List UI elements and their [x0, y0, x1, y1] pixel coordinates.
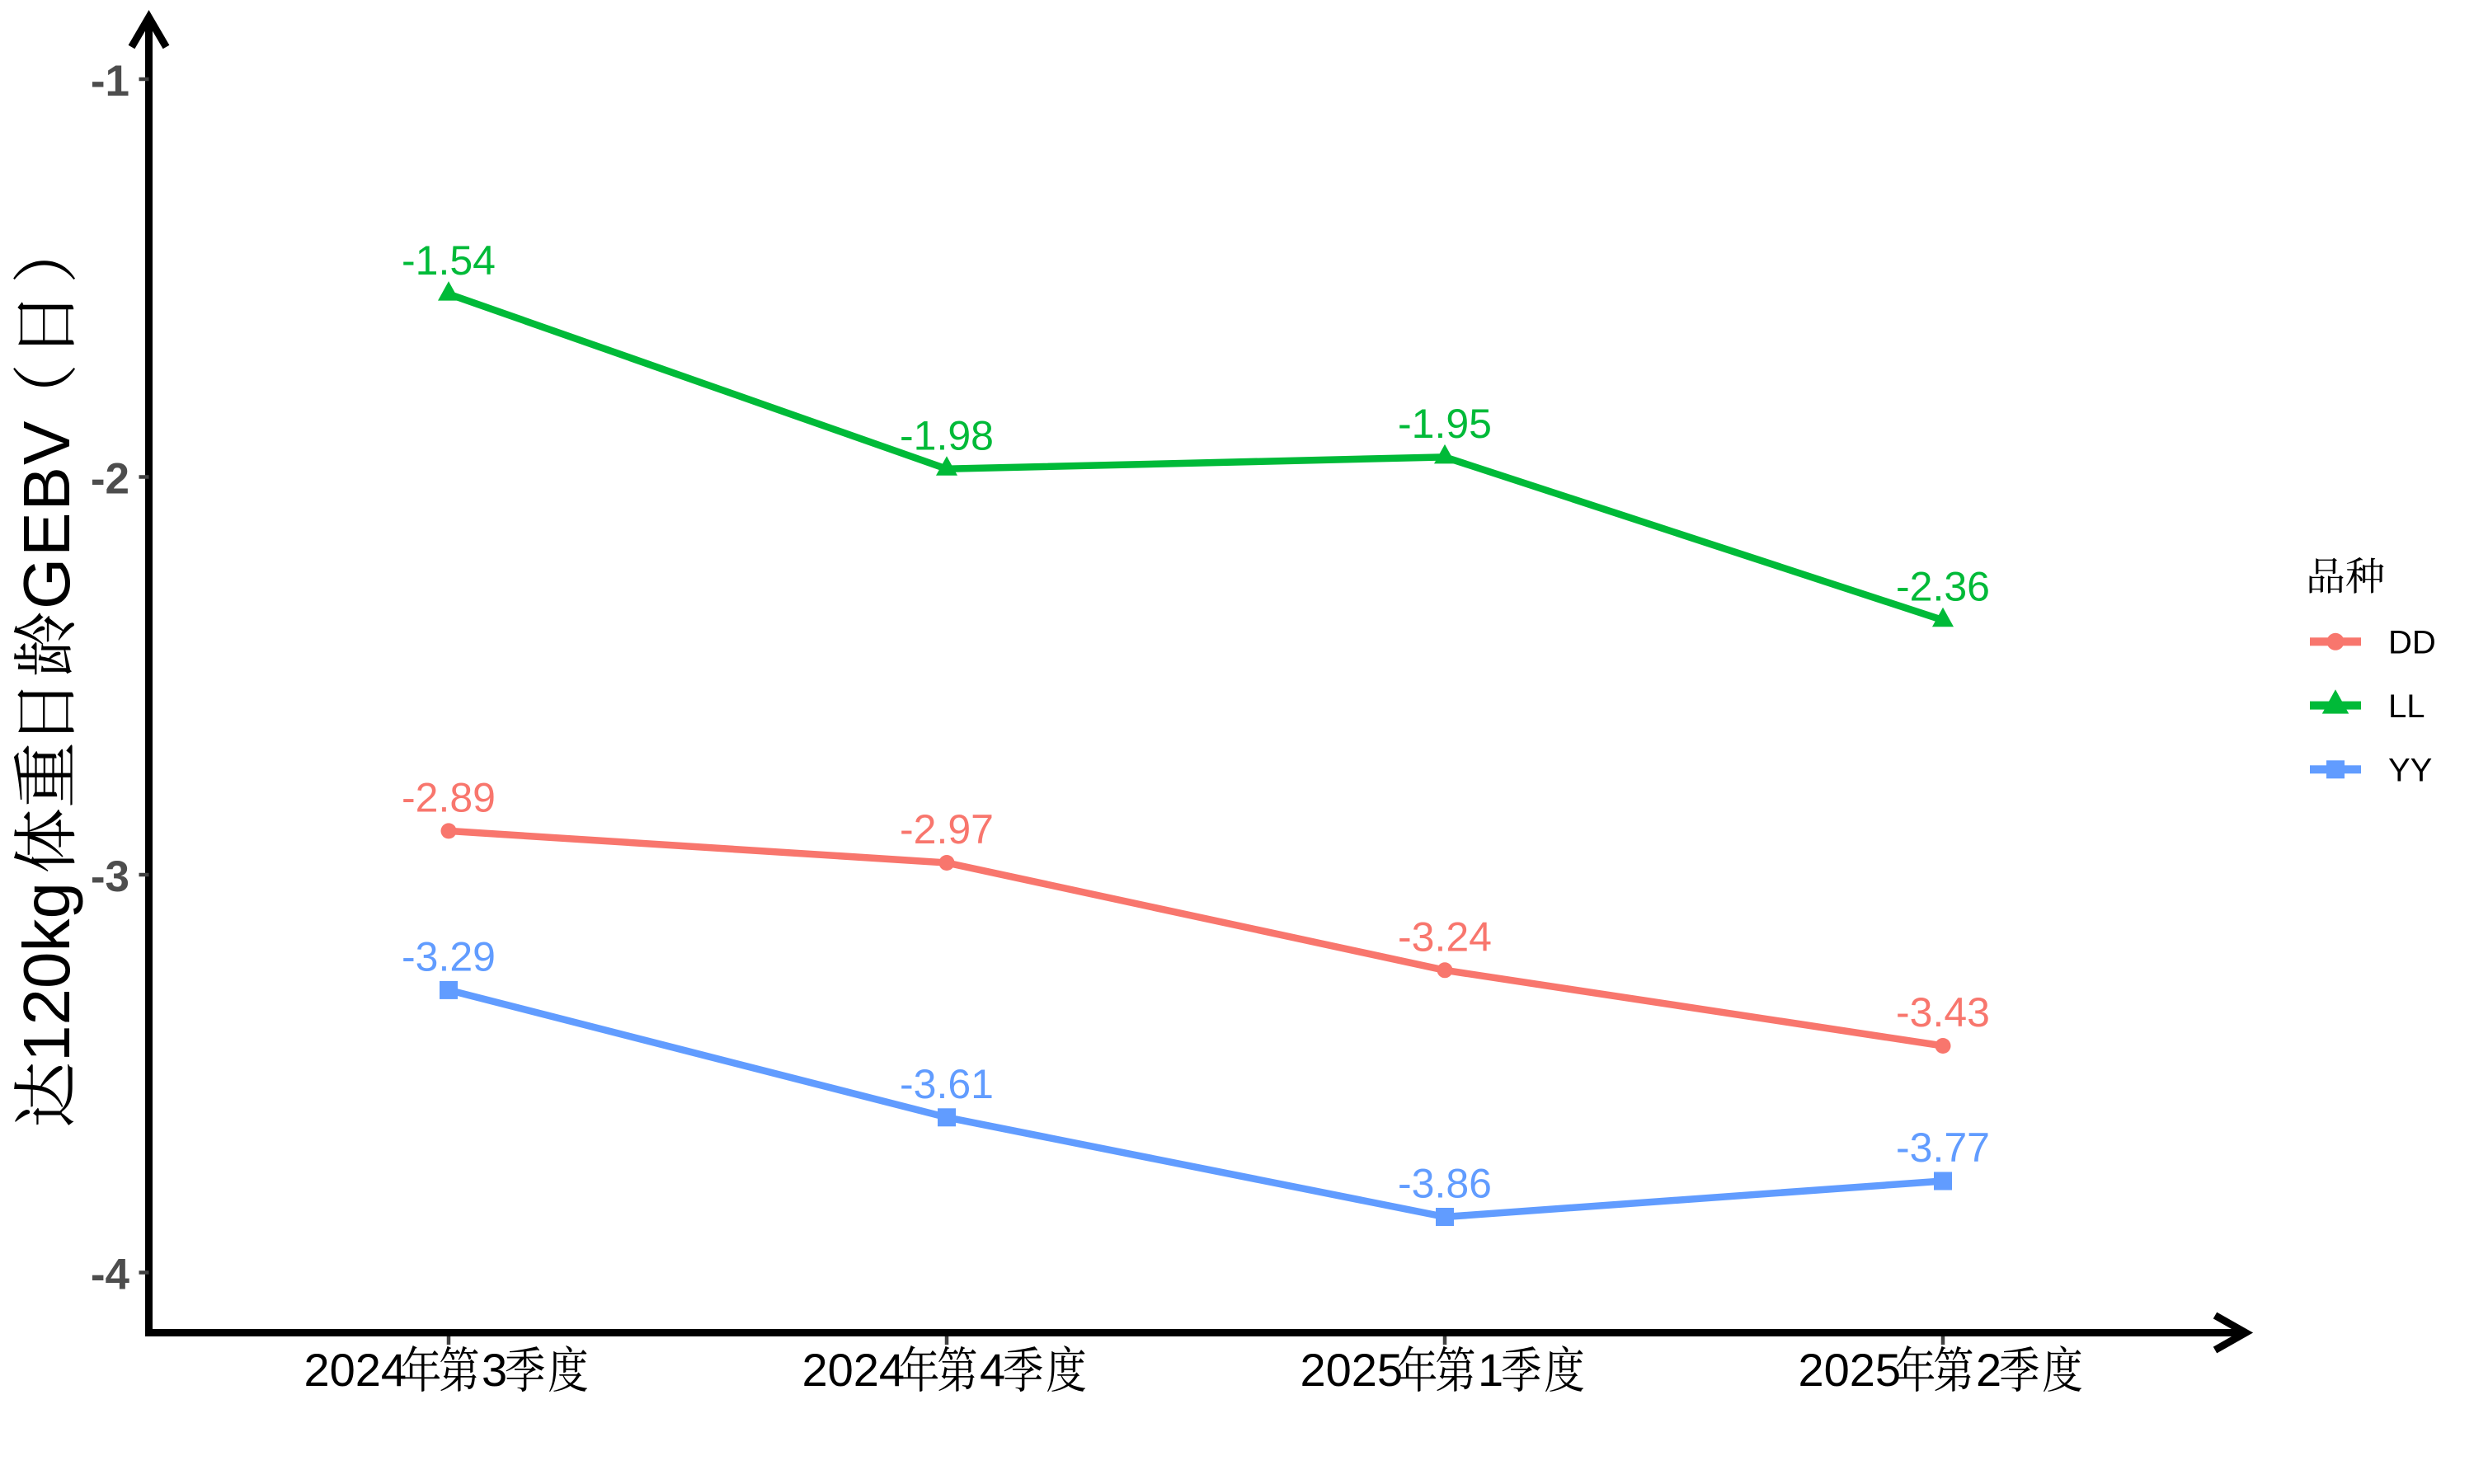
svg-text:-1.54: -1.54	[402, 237, 496, 284]
svg-text:-2.97: -2.97	[900, 806, 994, 852]
svg-text:-2: -2	[91, 455, 129, 504]
svg-text:-3.61: -3.61	[900, 1061, 994, 1107]
svg-text:GEBV: GEBV	[10, 420, 83, 609]
svg-text:-2.36: -2.36	[1896, 564, 1990, 610]
svg-text:YY: YY	[2388, 753, 2432, 789]
svg-text:-3.29: -3.29	[402, 933, 496, 979]
svg-text:2: 2	[1976, 1344, 2001, 1396]
svg-text:-4: -4	[91, 1251, 130, 1299]
svg-text:120kg: 120kg	[10, 882, 83, 1062]
svg-text:-3.24: -3.24	[1398, 913, 1492, 960]
svg-text:4: 4	[980, 1344, 1005, 1396]
svg-text:2024: 2024	[802, 1344, 905, 1396]
svg-text:-2.89: -2.89	[402, 774, 496, 820]
svg-text:3: 3	[482, 1344, 507, 1396]
svg-text:-3.43: -3.43	[1896, 989, 1990, 1036]
svg-text:2025: 2025	[1799, 1344, 1902, 1396]
svg-text:2025: 2025	[1300, 1344, 1404, 1396]
svg-text:-1: -1	[91, 57, 129, 106]
svg-text:-3.86: -3.86	[1398, 1161, 1492, 1207]
svg-text:-1.98: -1.98	[900, 412, 994, 458]
svg-text:2024: 2024	[304, 1344, 407, 1396]
svg-text:-3.77: -3.77	[1896, 1125, 1990, 1171]
svg-text:LL: LL	[2388, 688, 2425, 725]
svg-text:-3: -3	[91, 852, 129, 901]
svg-text:DD: DD	[2388, 625, 2436, 661]
svg-text:-1.95: -1.95	[1398, 401, 1492, 447]
svg-text:1: 1	[1478, 1344, 1503, 1396]
